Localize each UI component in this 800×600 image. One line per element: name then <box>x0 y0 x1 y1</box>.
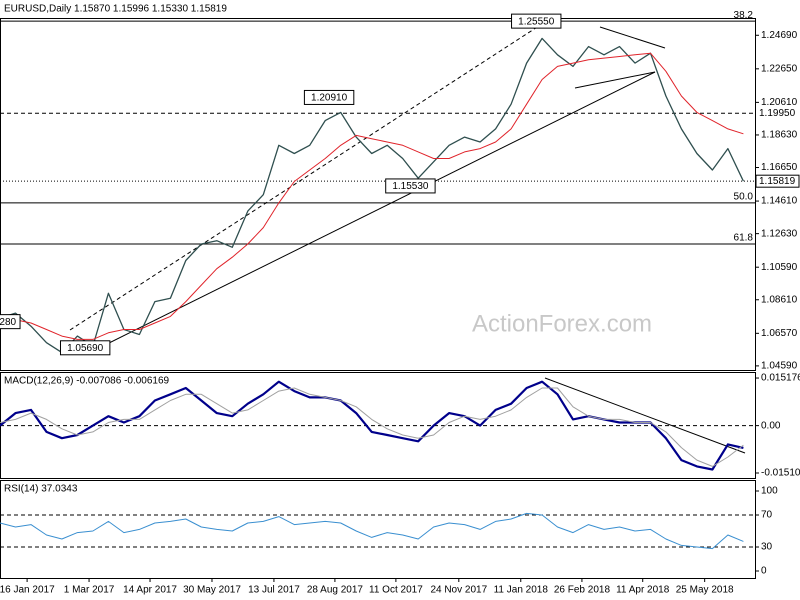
price-label-box <box>755 174 800 188</box>
annotation-box <box>511 13 562 29</box>
y-tick-label: 1.20610 <box>761 97 798 108</box>
watermark: ActionForex.com <box>472 310 652 337</box>
annotation-box <box>59 340 111 356</box>
annotation-label: 1.15530 <box>392 181 429 192</box>
annotation-box <box>0 314 21 330</box>
annotation-box <box>303 89 355 105</box>
y-tick-label: 30 <box>761 542 773 553</box>
y-tick-label: 0 <box>761 566 767 577</box>
y-tick-label: 100 <box>761 486 778 497</box>
y-tick-label: 1.16650 <box>761 162 798 173</box>
x-tick-label: 26 Feb 2018 <box>554 585 611 596</box>
rsi-panel <box>0 480 756 579</box>
x-tick-label: 11 Apr 2018 <box>616 585 670 596</box>
y-tick-label: -0.015109 <box>761 468 800 479</box>
x-tick-label: 25 May 2018 <box>676 585 734 596</box>
trendline <box>94 71 656 351</box>
x-tick-label: 30 May 2017 <box>183 585 241 596</box>
series-line <box>0 387 744 467</box>
x-tick-label: 24 Nov 2017 <box>430 585 487 596</box>
x-tick-label: 11 Jan 2018 <box>494 585 549 596</box>
series-line <box>0 380 744 471</box>
macd-title: MACD(12,26,9) -0.007086 -0.006169 <box>4 376 170 387</box>
price-label-box <box>756 107 799 120</box>
x-tick-label: 16 Jan 2017 <box>0 585 55 596</box>
y-tick-label: 1.14610 <box>761 196 798 207</box>
series-line <box>0 52 744 340</box>
chart-title: EURUSD,Daily 1.15870 1.15996 1.15330 1.1… <box>4 4 227 15</box>
triangle-line <box>574 71 656 89</box>
x-tick-label: 11 Oct 2017 <box>369 585 423 596</box>
x-tick-label: 13 Jul 2017 <box>248 585 300 596</box>
annotation-label: 280 <box>0 317 17 328</box>
series-line <box>0 512 744 550</box>
y-tick-label: 70 <box>761 510 773 521</box>
y-tick-label: 1.12630 <box>761 228 798 239</box>
y-tick-label: 1.10590 <box>761 262 798 273</box>
price-label: 1.15819 <box>759 176 796 187</box>
y-tick-label: 1.04590 <box>761 361 798 372</box>
fib-label: 61.8 <box>734 233 754 244</box>
price-label: 1.19950 <box>759 108 796 119</box>
annotation-box <box>385 178 436 194</box>
y-tick-label: 1.08610 <box>761 294 798 305</box>
x-tick-label: 14 Apr 2017 <box>123 585 177 596</box>
x-tick-label: 1 Mar 2017 <box>64 585 115 596</box>
fib-label: 50.0 <box>734 192 754 203</box>
y-tick-label: 1.24690 <box>761 30 798 41</box>
rsi-title: RSI(14) 37.0343 <box>4 484 78 495</box>
macd-trendline <box>544 377 746 454</box>
y-tick-label: 1.22650 <box>761 63 798 74</box>
fib-label: 38.2 <box>734 10 754 21</box>
annotation-label: 1.05690 <box>67 343 104 354</box>
x-tick-label: 28 Aug 2017 <box>307 585 364 596</box>
triangle-line <box>599 26 666 49</box>
y-tick-label: 0.015176 <box>761 373 800 384</box>
annotation-label: 1.20910 <box>311 93 348 104</box>
y-tick-label: 1.06570 <box>761 328 798 339</box>
price-panel <box>0 18 756 371</box>
annotation-label: 1.25550 <box>518 16 555 27</box>
y-tick-label: 0.00 <box>761 420 781 431</box>
channel-line <box>69 21 546 331</box>
y-tick-label: 1.18630 <box>761 130 798 141</box>
